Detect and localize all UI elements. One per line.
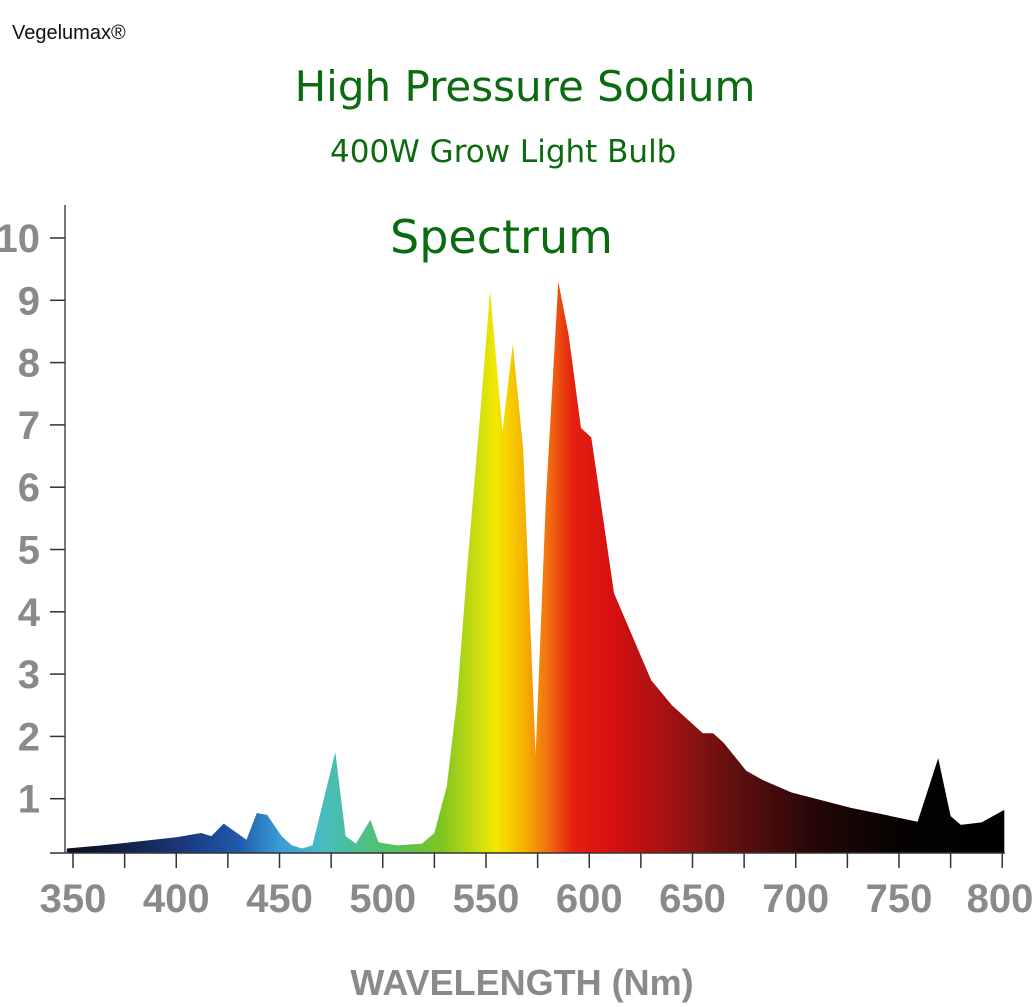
- chart-subtitle: 400W Grow Light Bulb: [330, 134, 677, 170]
- chart-annotation: Spectrum: [390, 210, 613, 264]
- x-tick-label: 500: [349, 877, 416, 921]
- x-tick-label: 350: [40, 877, 107, 921]
- x-axis-label: WAVELENGTH (Nm): [350, 962, 693, 1003]
- x-tick-label: 600: [556, 877, 623, 921]
- x-tick-label: 700: [762, 877, 829, 921]
- x-tick-label: 550: [453, 877, 520, 921]
- y-tick-label: 8: [18, 342, 40, 386]
- y-tick-label: 4: [18, 591, 41, 635]
- x-tick-label: 450: [246, 877, 313, 921]
- x-tick-label: 750: [866, 877, 933, 921]
- x-tick-label: 650: [659, 877, 726, 921]
- y-tick-label: 9: [18, 279, 40, 323]
- spectrum-area: [66, 281, 1005, 854]
- y-tick-label: 2: [18, 715, 40, 759]
- y-tick-label: 10: [0, 217, 40, 261]
- chart-title: High Pressure Sodium: [294, 62, 756, 111]
- y-tick-label: 5: [18, 529, 40, 573]
- y-tick-label: 3: [18, 653, 40, 697]
- brand-label: Vegelumax®: [12, 22, 126, 44]
- y-tick-label: 7: [18, 404, 40, 448]
- y-tick-label: 1: [18, 778, 40, 822]
- y-tick-label: 6: [18, 466, 40, 510]
- x-tick-label: 400: [143, 877, 210, 921]
- x-tick-label: 800: [967, 877, 1034, 921]
